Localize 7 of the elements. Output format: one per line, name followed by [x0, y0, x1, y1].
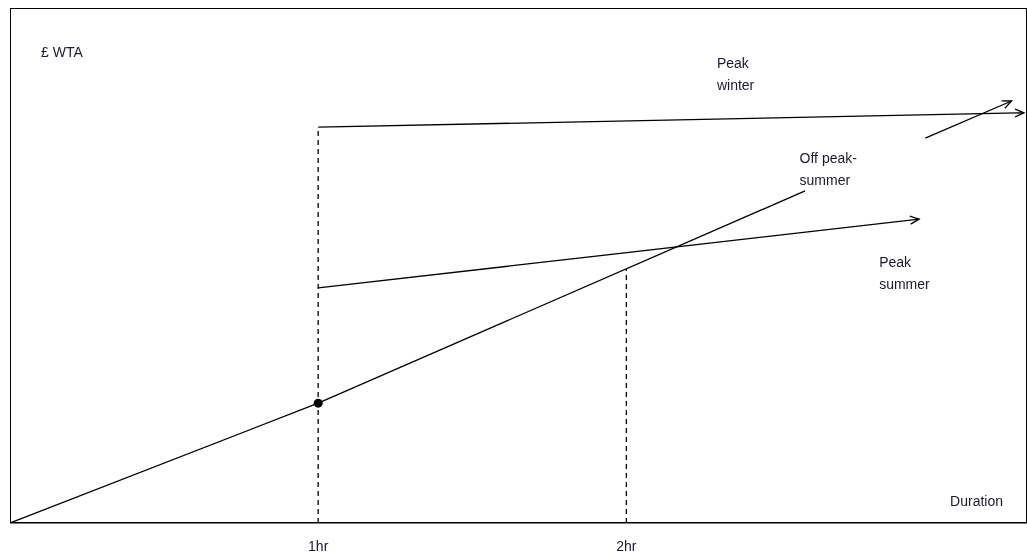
x-axis-title: Duration — [950, 493, 1003, 509]
y-axis-title: £ WTA — [41, 44, 83, 60]
text: Peak summer — [879, 254, 931, 293]
series-label: Peak winter — [715, 54, 755, 93]
series-label: Off peak-summer — [799, 150, 858, 188]
x-tick-label: 1hr — [308, 537, 329, 554]
x-tick-label: 2hr — [616, 537, 637, 554]
